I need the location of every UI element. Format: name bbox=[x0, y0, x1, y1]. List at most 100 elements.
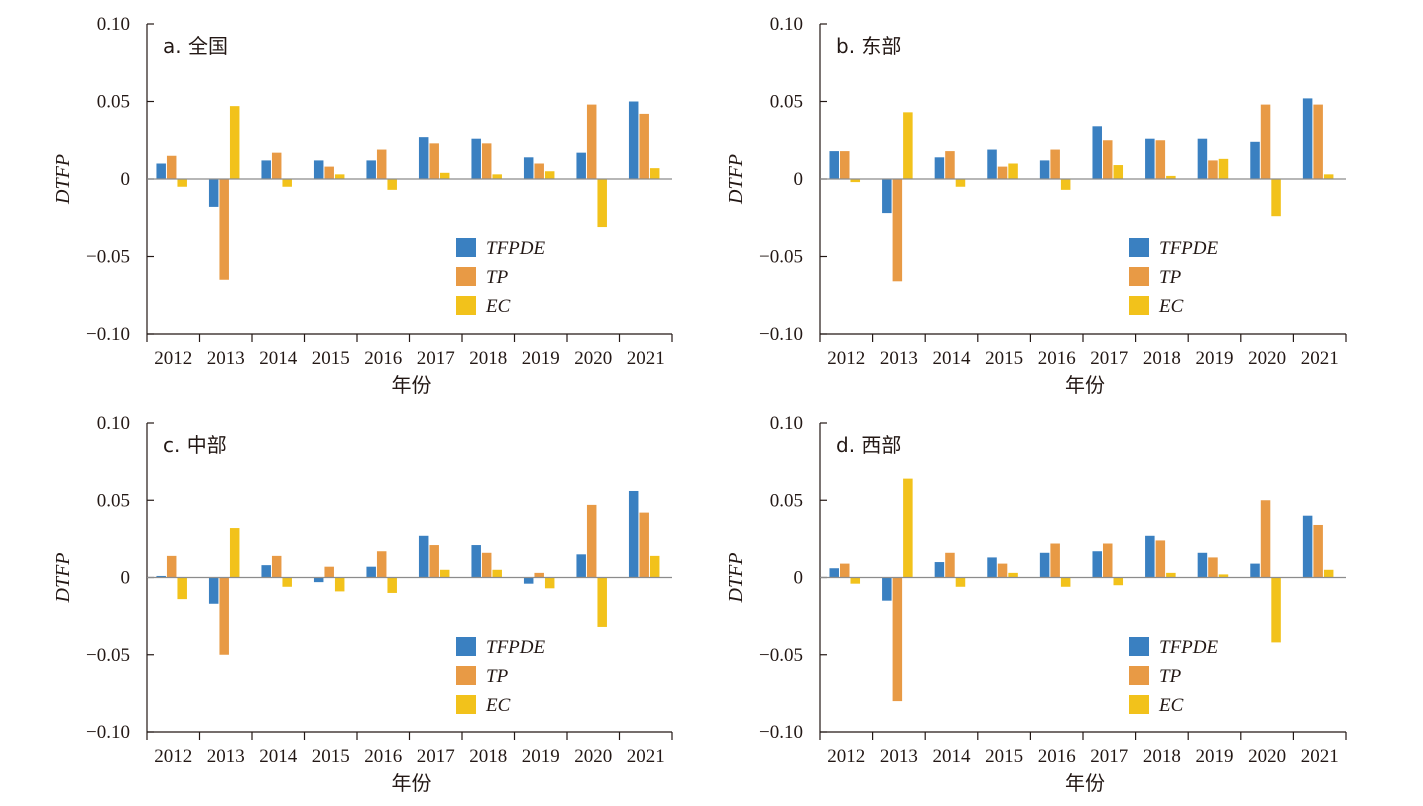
bar-tfpde-2013 bbox=[882, 179, 892, 214]
panel-title: d. 西部 bbox=[836, 433, 901, 457]
legend-swatch-tfpde bbox=[456, 238, 476, 257]
x-tick-label: 2020 bbox=[1248, 746, 1286, 767]
legend-label-ec: EC bbox=[1158, 296, 1184, 317]
bar-tfpde-2019 bbox=[1197, 552, 1208, 578]
bar-ec-2018 bbox=[492, 569, 502, 578]
bar-ec-2014 bbox=[282, 179, 292, 187]
bar-ec-2016 bbox=[1060, 577, 1071, 587]
bar-tp-2020 bbox=[586, 504, 597, 578]
x-tick-label: 2014 bbox=[259, 348, 298, 369]
bar-ec-2013 bbox=[229, 528, 240, 578]
legend-label-ec: EC bbox=[485, 296, 511, 317]
bar-tp-2019 bbox=[534, 163, 544, 179]
bar-tp-2016 bbox=[1050, 543, 1060, 578]
bar-tp-2020 bbox=[1260, 104, 1271, 179]
y-tick-label: −0.10 bbox=[86, 722, 130, 743]
bar-tfpde-2014 bbox=[261, 565, 271, 578]
x-tick-label: 2019 bbox=[1196, 746, 1234, 767]
chart-panel-2: 0.10 0.05 0 −0.05 −0.10 2012 2013 2014 2015 2016 2… bbox=[725, 14, 1347, 397]
panel-title: a. 全国 bbox=[163, 34, 228, 58]
legend-swatch-tp bbox=[456, 666, 476, 685]
bar-ec-2015 bbox=[1008, 572, 1018, 578]
x-tick-label: 2013 bbox=[880, 348, 918, 369]
x-tick-label: 2018 bbox=[469, 746, 507, 767]
chart-panel-3: 0.10 0.05 0 −0.05 −0.10 2012 2013 2014 2015 2016 2… bbox=[52, 413, 673, 795]
bar-tfpde-2017 bbox=[418, 535, 429, 578]
y-tick-label: 0 bbox=[794, 568, 804, 589]
bar-tfpde-2014 bbox=[934, 562, 945, 578]
bar-tp-2013 bbox=[219, 179, 229, 280]
bar-tfpde-2015 bbox=[987, 149, 997, 179]
bar-tp-2012 bbox=[166, 155, 177, 179]
y-tick-label: −0.10 bbox=[86, 324, 130, 345]
bar-tfpde-2015 bbox=[313, 160, 324, 179]
bar-tfpde-2019 bbox=[523, 157, 534, 179]
x-tick-label: 2021 bbox=[627, 348, 665, 369]
y-tick-label: 0.10 bbox=[770, 413, 803, 434]
legend-label-ec: EC bbox=[485, 695, 511, 716]
legend-label-tp: TP bbox=[1159, 267, 1182, 288]
bar-tp-2019 bbox=[1208, 557, 1218, 578]
x-tick-label: 2021 bbox=[1301, 348, 1339, 369]
bar-ec-2013 bbox=[903, 478, 913, 578]
legend-swatch-ec bbox=[1129, 296, 1149, 315]
x-tick-label: 2016 bbox=[1038, 746, 1076, 767]
bar-ec-2012 bbox=[850, 577, 861, 584]
legend-swatch-ec bbox=[456, 296, 476, 315]
bar-tfpde-2020 bbox=[1250, 141, 1260, 179]
x-tick-label: 2017 bbox=[417, 348, 455, 369]
y-axis-title: DTFP bbox=[725, 154, 747, 205]
legend-label-tp: TP bbox=[486, 267, 509, 288]
x-tick-label: 2021 bbox=[627, 746, 665, 767]
bar-ec-2017 bbox=[1113, 577, 1124, 586]
bar-tfpde-2012 bbox=[829, 568, 839, 578]
bar-ec-2018 bbox=[1166, 175, 1176, 179]
x-tick-label: 2016 bbox=[364, 348, 402, 369]
y-tick-label: −0.05 bbox=[759, 645, 803, 666]
y-tick-label: −0.05 bbox=[86, 645, 130, 666]
legend-swatch-tfpde bbox=[1129, 637, 1149, 656]
bar-tp-2013 bbox=[892, 179, 903, 282]
legend-label-tfpde: TFPDE bbox=[486, 238, 546, 259]
y-tick-label: −0.10 bbox=[759, 324, 803, 345]
bar-ec-2015 bbox=[334, 174, 345, 179]
x-tick-label: 2017 bbox=[1090, 746, 1128, 767]
bar-tp-2017 bbox=[429, 545, 439, 578]
bar-tp-2018 bbox=[1155, 140, 1166, 179]
bar-tfpde-2014 bbox=[261, 160, 271, 179]
bar-ec-2019 bbox=[544, 171, 555, 179]
bar-ec-2019 bbox=[1218, 574, 1229, 578]
bar-ec-2012 bbox=[177, 179, 187, 187]
y-axis-title: DTFP bbox=[52, 154, 74, 205]
x-axis-title: 年份 bbox=[392, 373, 432, 397]
bar-ec-2017 bbox=[439, 569, 450, 578]
bar-ec-2016 bbox=[387, 577, 397, 593]
bar-tfpde-2015 bbox=[987, 557, 997, 578]
x-tick-label: 2015 bbox=[312, 746, 350, 767]
x-tick-label: 2020 bbox=[574, 746, 612, 767]
bar-ec-2012 bbox=[850, 179, 861, 183]
legend-swatch-tp bbox=[456, 267, 476, 286]
x-tick-label: 2015 bbox=[312, 348, 350, 369]
bar-tfpde-2019 bbox=[523, 577, 534, 584]
legend-swatch-tp bbox=[1129, 267, 1149, 286]
bar-tfpde-2018 bbox=[471, 138, 481, 179]
bar-ec-2013 bbox=[903, 112, 913, 179]
bar-tfpde-2012 bbox=[156, 163, 166, 179]
x-tick-label: 2018 bbox=[1143, 746, 1181, 767]
legend-swatch-tfpde bbox=[1129, 238, 1149, 257]
bar-tp-2016 bbox=[376, 551, 387, 578]
y-tick-label: 0.05 bbox=[770, 490, 803, 511]
bar-ec-2014 bbox=[955, 179, 966, 187]
y-tick-label: 0.05 bbox=[97, 490, 130, 511]
x-axis-title: 年份 bbox=[1065, 373, 1105, 397]
y-tick-label: 0.10 bbox=[770, 14, 803, 35]
bar-tfpde-2018 bbox=[1145, 535, 1155, 578]
x-tick-label: 2020 bbox=[574, 348, 612, 369]
bar-tfpde-2021 bbox=[1302, 515, 1313, 578]
bar-ec-2020 bbox=[597, 179, 607, 228]
x-tick-label: 2019 bbox=[1196, 348, 1234, 369]
bar-ec-2020 bbox=[597, 577, 607, 627]
bar-ec-2021 bbox=[1323, 569, 1334, 578]
y-tick-label: 0.05 bbox=[770, 92, 803, 113]
